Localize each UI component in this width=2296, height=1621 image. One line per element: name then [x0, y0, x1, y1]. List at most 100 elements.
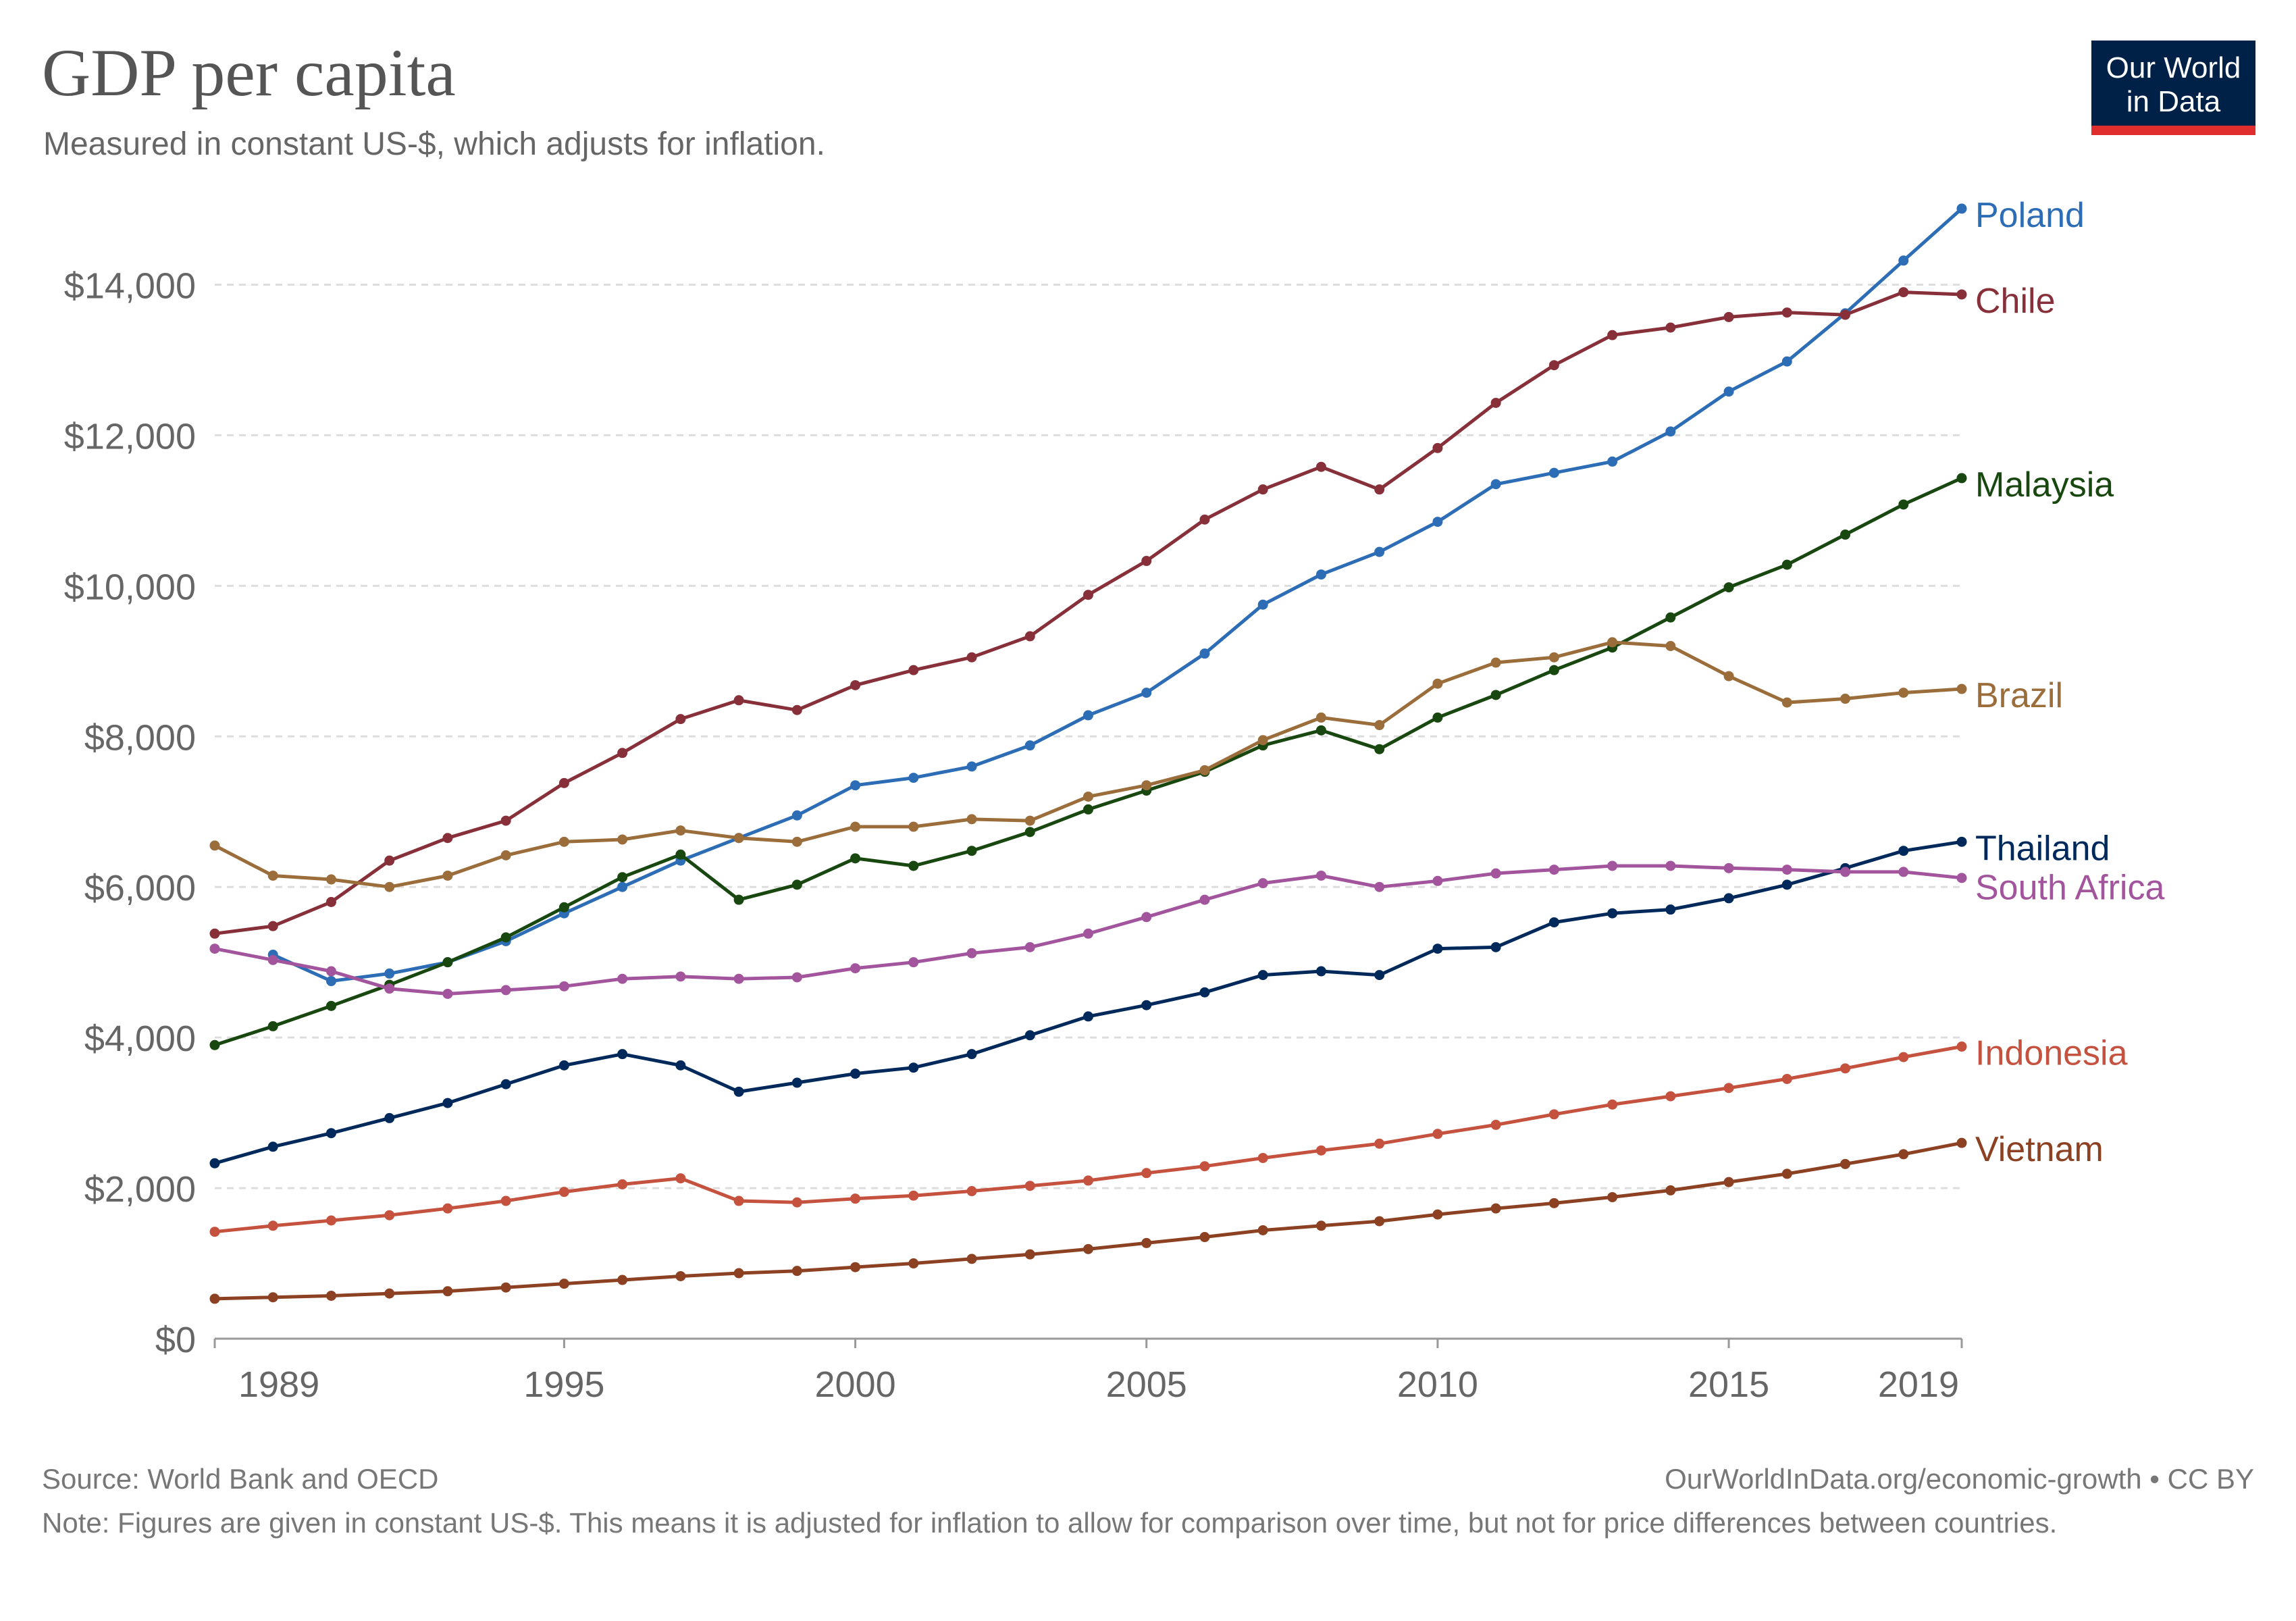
data-point[interactable] [1490, 1119, 1501, 1130]
data-point[interactable] [1432, 678, 1443, 689]
data-point[interactable] [384, 1112, 395, 1123]
series-brazil[interactable] [209, 637, 1967, 892]
data-point[interactable] [1432, 1129, 1443, 1139]
data-point[interactable] [1141, 1168, 1152, 1179]
series-label[interactable]: Brazil [1975, 676, 2063, 715]
series-south-africa[interactable] [209, 860, 1967, 999]
data-point[interactable] [791, 836, 802, 847]
data-point[interactable] [558, 902, 569, 912]
series-label[interactable]: Vietnam [1975, 1130, 2104, 1169]
data-point[interactable] [500, 1282, 511, 1293]
data-point[interactable] [791, 972, 802, 983]
data-point[interactable] [1199, 894, 1210, 905]
data-point[interactable] [966, 1254, 977, 1264]
data-point[interactable] [966, 761, 977, 772]
data-point[interactable] [1665, 904, 1676, 915]
data-point[interactable] [1374, 881, 1385, 892]
data-point[interactable] [442, 988, 453, 999]
data-point[interactable] [617, 1049, 628, 1060]
data-point[interactable] [384, 1288, 395, 1299]
data-point[interactable] [1781, 356, 1792, 367]
data-point[interactable] [1432, 875, 1443, 886]
data-point[interactable] [1723, 671, 1734, 681]
data-point[interactable] [1315, 870, 1326, 881]
data-point[interactable] [617, 748, 628, 758]
data-point[interactable] [1374, 744, 1385, 754]
data-point[interactable] [1723, 386, 1734, 397]
data-point[interactable] [267, 954, 278, 965]
data-point[interactable] [1840, 867, 1851, 877]
data-point[interactable] [558, 1279, 569, 1289]
data-point[interactable] [1083, 1243, 1093, 1254]
series-label[interactable]: Malaysia [1975, 465, 2114, 505]
data-point[interactable] [617, 973, 628, 984]
data-point[interactable] [1665, 1185, 1676, 1195]
data-point[interactable] [1781, 1168, 1792, 1179]
data-point[interactable] [500, 1195, 511, 1206]
data-point[interactable] [1956, 473, 1967, 484]
data-point[interactable] [1548, 1198, 1559, 1208]
data-point[interactable] [791, 1266, 802, 1277]
data-point[interactable] [1024, 942, 1035, 952]
data-point[interactable] [1490, 868, 1501, 879]
data-point[interactable] [1199, 1161, 1210, 1172]
data-point[interactable] [325, 966, 336, 977]
data-point[interactable] [1898, 255, 1909, 266]
series-thailand[interactable] [209, 836, 1967, 1168]
data-point[interactable] [1607, 860, 1618, 871]
data-point[interactable] [1956, 1041, 1967, 1052]
data-point[interactable] [1723, 1083, 1734, 1093]
data-point[interactable] [442, 1286, 453, 1297]
data-point[interactable] [617, 834, 628, 845]
data-point[interactable] [675, 849, 686, 860]
data-point[interactable] [1607, 1191, 1618, 1202]
data-point[interactable] [1083, 804, 1093, 815]
data-point[interactable] [733, 1268, 744, 1279]
data-point[interactable] [1607, 456, 1618, 467]
data-point[interactable] [908, 860, 919, 871]
data-point[interactable] [1956, 684, 1967, 694]
data-point[interactable] [850, 679, 861, 690]
data-point[interactable] [675, 971, 686, 982]
data-point[interactable] [1781, 879, 1792, 890]
data-point[interactable] [1781, 697, 1792, 708]
source-link[interactable]: OurWorldInData.org/economic-growth • CC … [1665, 1463, 2254, 1495]
data-point[interactable] [1199, 1232, 1210, 1243]
data-point[interactable] [617, 881, 628, 892]
data-point[interactable] [1665, 1091, 1676, 1102]
data-point[interactable] [1024, 815, 1035, 826]
data-point[interactable] [1315, 1220, 1326, 1231]
data-point[interactable] [384, 881, 395, 892]
data-point[interactable] [1665, 322, 1676, 333]
data-point[interactable] [1374, 1138, 1385, 1149]
data-point[interactable] [1432, 517, 1443, 528]
data-point[interactable] [1141, 1237, 1152, 1248]
data-point[interactable] [1257, 1152, 1268, 1163]
data-point[interactable] [1840, 694, 1851, 704]
data-point[interactable] [1199, 987, 1210, 998]
data-point[interactable] [1315, 712, 1326, 723]
data-point[interactable] [384, 983, 395, 994]
data-point[interactable] [1665, 426, 1676, 437]
data-point[interactable] [1490, 657, 1501, 668]
data-point[interactable] [1141, 780, 1152, 791]
data-point[interactable] [1432, 712, 1443, 723]
data-point[interactable] [1374, 484, 1385, 495]
series-chile[interactable] [209, 287, 1967, 939]
data-point[interactable] [1315, 725, 1326, 736]
data-point[interactable] [791, 704, 802, 715]
data-point[interactable] [733, 1195, 744, 1206]
series-label[interactable]: Chile [1975, 282, 2056, 321]
data-point[interactable] [966, 846, 977, 856]
series-indonesia[interactable] [209, 1041, 1967, 1237]
data-point[interactable] [791, 1197, 802, 1208]
data-point[interactable] [558, 777, 569, 788]
data-point[interactable] [325, 1215, 336, 1226]
data-point[interactable] [1315, 966, 1326, 977]
data-point[interactable] [1548, 1109, 1559, 1120]
data-point[interactable] [1607, 330, 1618, 340]
owid-logo[interactable]: Our World in Data [2091, 41, 2255, 135]
series-vietnam[interactable] [209, 1137, 1967, 1304]
data-point[interactable] [1490, 942, 1501, 952]
data-point[interactable] [1199, 765, 1210, 775]
